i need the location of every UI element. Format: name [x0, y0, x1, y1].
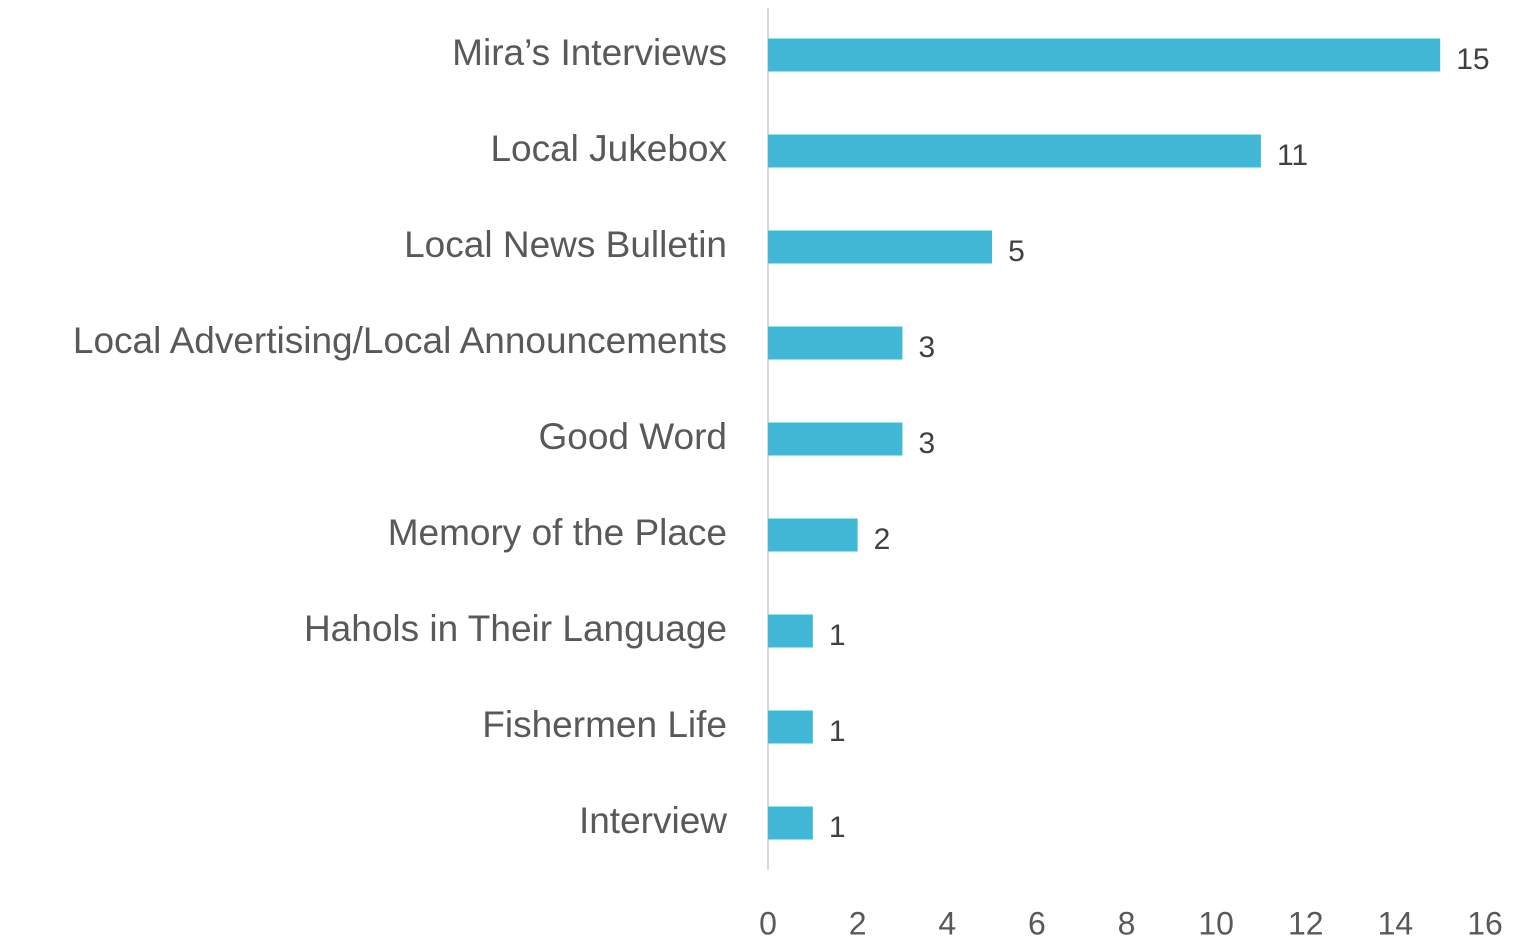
y-tick-label: Mira’s Interviews — [452, 32, 727, 73]
x-tick-label: 10 — [1198, 905, 1234, 941]
y-tick-label: Hahols in Their Language — [304, 608, 727, 649]
value-label: 1 — [829, 811, 846, 844]
bar — [768, 710, 813, 744]
value-label: 11 — [1277, 139, 1308, 172]
y-tick-label: Local News Bulletin — [404, 224, 727, 265]
bar — [768, 518, 858, 552]
x-tick-label: 2 — [849, 905, 867, 941]
x-tick-label: 12 — [1288, 905, 1324, 941]
x-tick-label: 0 — [759, 905, 777, 941]
bar — [768, 38, 1441, 72]
bar — [768, 326, 903, 360]
x-tick-label: 4 — [938, 905, 956, 941]
value-label: 2 — [874, 523, 891, 556]
x-tick-label: 16 — [1467, 905, 1503, 941]
x-tick-label: 6 — [1028, 905, 1046, 941]
y-tick-label: Interview — [579, 800, 727, 841]
x-tick-label: 8 — [1118, 905, 1136, 941]
value-label: 3 — [918, 331, 935, 364]
value-label: 1 — [829, 715, 846, 748]
y-tick-label: Good Word — [538, 416, 727, 457]
value-label: 15 — [1456, 43, 1489, 76]
bar — [768, 614, 813, 648]
y-tick-label: Fishermen Life — [482, 704, 727, 745]
value-label: 1 — [829, 619, 846, 652]
bar — [768, 134, 1261, 168]
value-label: 3 — [918, 427, 935, 460]
y-tick-label: Local Jukebox — [490, 128, 727, 169]
bar — [768, 806, 813, 840]
bar — [768, 422, 903, 456]
y-tick-label: Local Advertising/Local Announcements — [73, 320, 727, 361]
y-tick-label: Memory of the Place — [388, 512, 727, 553]
x-tick-label: 14 — [1378, 905, 1414, 941]
bar — [768, 230, 993, 264]
value-label: 5 — [1008, 235, 1025, 268]
